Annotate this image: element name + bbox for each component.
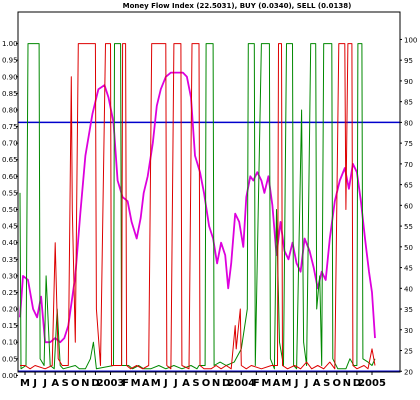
right-axis: 100 95 90 85 80 75 70 65 60 55 50 45 40 35 30 25 20 [400,36,417,376]
right-tick-label: 80 [404,119,413,127]
series-line-3 [20,43,376,370]
x-tick-label: A [51,378,59,389]
right-tick-label: 45 [404,265,413,273]
x-tick-label: D [91,378,99,389]
x-tick-label: J [163,378,168,389]
x-tick-label: N [81,378,89,389]
series-line-2 [19,43,376,370]
x-tick-label: 2003 [97,378,125,389]
left-tick-label: 0.25 [2,289,18,297]
right-tick-label: 70 [404,161,413,169]
x-tick-label: M [131,378,141,389]
left-tick-label: 0.55 [2,189,18,197]
right-tick-label: 65 [404,182,413,190]
x-tick-label: M [282,378,292,389]
right-tick-label: 35 [404,306,413,314]
x-tick-label: A [273,378,281,389]
x-tick-label: A [313,378,321,389]
x-tick-label: J [304,378,309,389]
x-tick-label: N [212,378,220,389]
left-tick-label: 0.15 [2,322,18,330]
x-tick-label: 2005 [358,378,386,389]
x-tick-label: S [192,378,199,389]
x-tick-label: A [142,378,150,389]
reference-lines [18,121,400,373]
left-axis: 1.00 0.95 0.90 0.85 0.80 0.75 0.70 0.65 0.60 0.55… [2,40,18,380]
left-tick-label: 0.80 [2,106,18,114]
right-tick-label: 95 [404,57,413,65]
x-tick-label: 2004 [227,378,255,389]
left-tick-label: 0.90 [2,73,18,81]
chart-title: Money Flow Index (22.5031), BUY (0.0340)… [123,2,352,10]
x-tick-label: M [151,378,161,389]
x-tick-label: S [62,378,69,389]
left-tick-label: 0.95 [2,57,18,65]
left-tick-label: 0.35 [2,256,18,264]
right-tick-label: 55 [404,223,413,231]
x-tick-label: F [122,378,129,389]
left-tick-label: 0.10 [2,339,18,347]
right-tick-label: 60 [404,202,413,210]
x-tick-label: D [222,378,230,389]
x-tick-label: J [42,378,47,389]
x-tick-label: J [32,378,37,389]
left-tick-label: 0.45 [2,223,18,231]
x-tick-label: D [353,378,361,389]
right-tick-label: 85 [404,99,413,107]
right-tick-label: 90 [404,78,413,86]
x-tick-label: M [261,378,271,389]
right-tick-label: 30 [404,327,413,335]
x-tick-label: O [71,378,80,389]
x-tick-label: O [333,378,342,389]
left-tick-label: 1.00 [2,40,18,48]
left-tick-label: 0.20 [2,306,18,314]
right-tick-label: 75 [404,140,413,148]
left-tick-label: 0.85 [2,90,18,98]
right-tick-label: 100 [404,36,417,44]
right-tick-label: 50 [404,244,413,252]
x-tick-label: M [20,378,30,389]
left-tick-label: 0.75 [2,123,18,131]
left-tick-label: 0.70 [2,140,18,148]
right-tick-label: 40 [404,285,413,293]
left-tick-label: 0.60 [2,173,18,181]
left-tick-label: 0.05 [2,355,18,363]
x-tick-label: J [173,378,178,389]
x-tick-label: N [343,378,351,389]
x-tick-label: F [253,378,260,389]
left-tick-label: 0.65 [2,156,18,164]
left-tick-label: 0.30 [2,272,18,280]
x-tick-label: O [202,378,211,389]
x-tick-label: S [323,378,330,389]
x-tick-label: A [182,378,190,389]
x-tick-label: J [294,378,299,389]
series-layer [19,43,376,370]
left-tick-label: 0.00 [2,372,18,380]
right-tick-label: 25 [404,348,413,356]
left-tick-label: 0.40 [2,239,18,247]
left-tick-label: 0.50 [2,206,18,214]
right-tick-label: 20 [404,368,413,376]
